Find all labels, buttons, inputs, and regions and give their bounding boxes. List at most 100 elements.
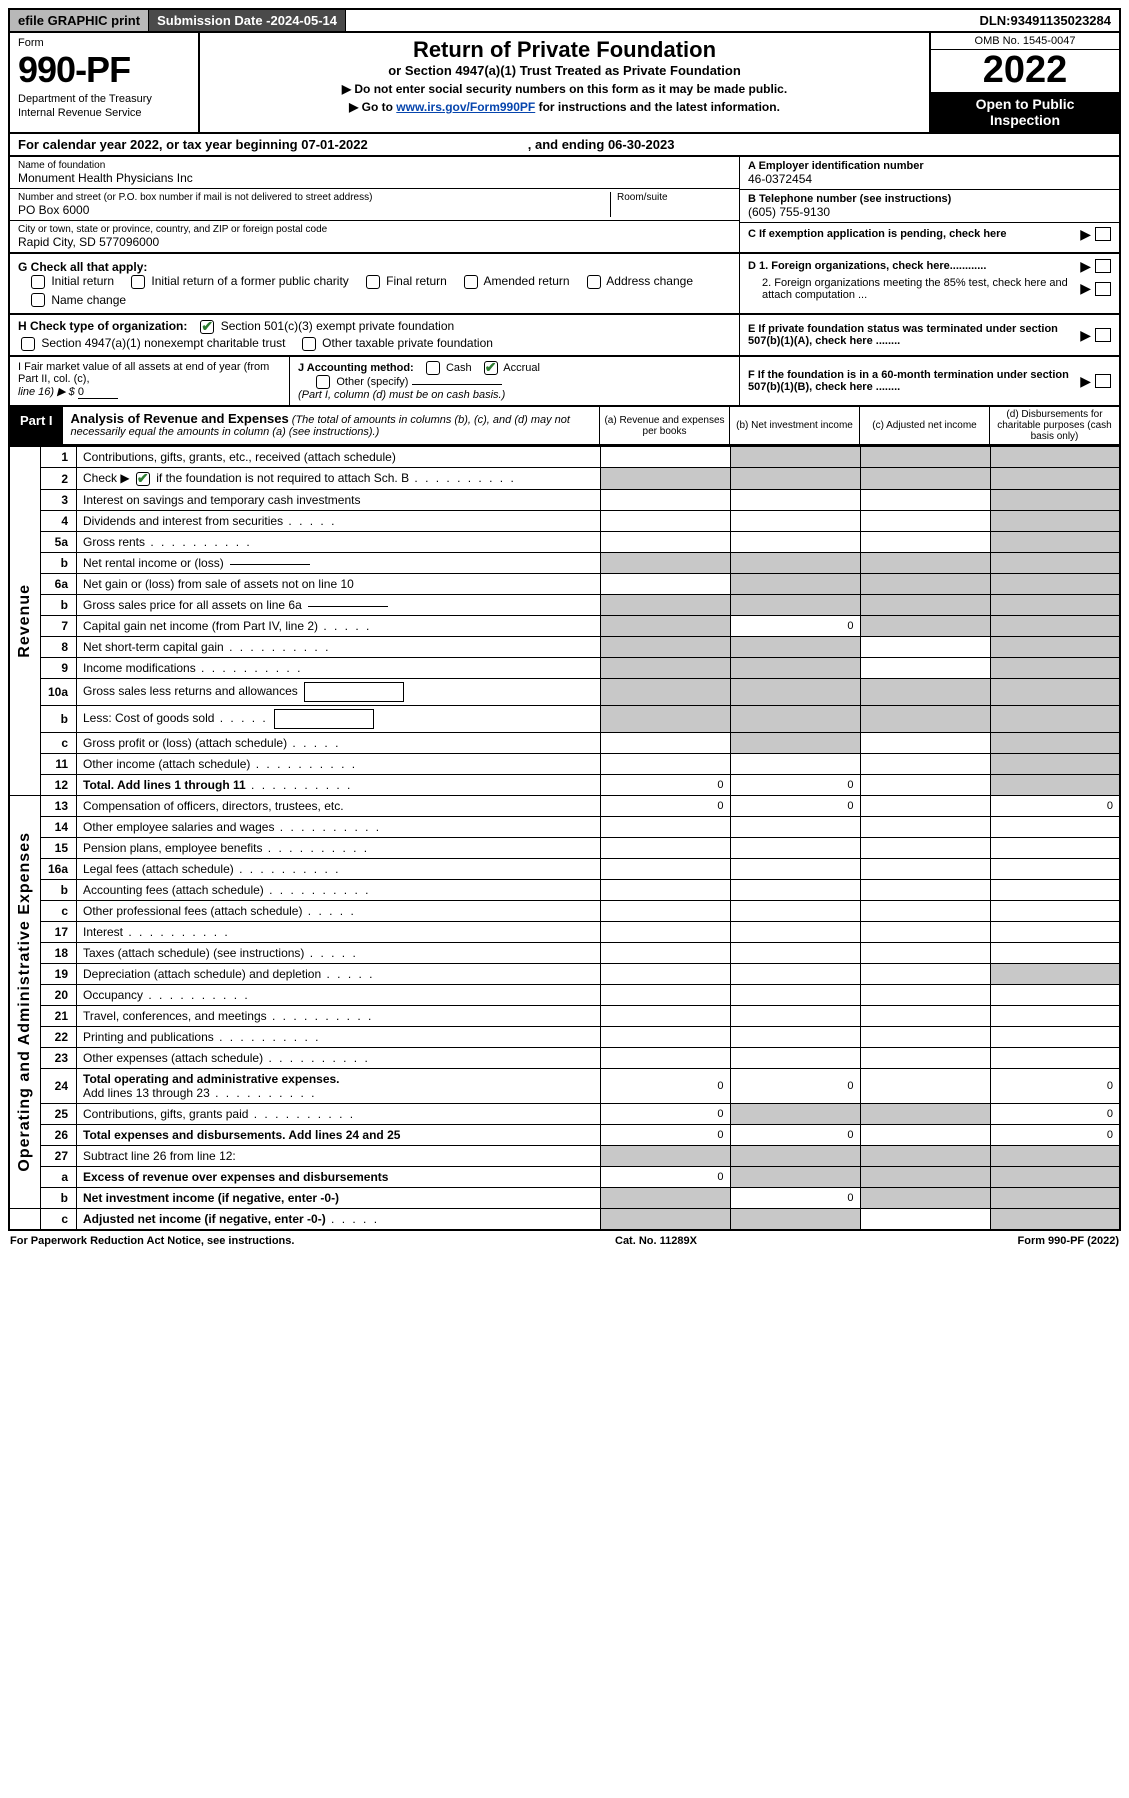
line-18: Taxes (attach schedule) (see instruction… <box>83 946 304 960</box>
d2-checkbox[interactable] <box>1095 282 1111 296</box>
submission-date: Submission Date - 2024-05-14 <box>149 10 346 31</box>
line-1: Contributions, gifts, grants, etc., rece… <box>77 447 601 468</box>
ein-label: A Employer identification number <box>748 160 1111 172</box>
line-5b: Net rental income or (loss) <box>83 556 224 570</box>
f-checkbox[interactable] <box>1095 374 1111 388</box>
form-subtitle: or Section 4947(a)(1) Trust Treated as P… <box>212 63 917 78</box>
revenue-side-label: Revenue <box>16 584 34 658</box>
d1-checkbox[interactable] <box>1095 259 1111 273</box>
h-4947-checkbox[interactable] <box>21 337 35 351</box>
address-label: Number and street (or P.O. box number if… <box>18 192 604 203</box>
part-1-tag: Part I <box>10 407 63 444</box>
line-14: Other employee salaries and wages <box>83 820 274 834</box>
city-label: City or town, state or province, country… <box>18 224 731 235</box>
line-7: Capital gain net income (from Part IV, l… <box>83 619 318 633</box>
amended-return-checkbox[interactable] <box>464 275 478 289</box>
address-change-label: Address change <box>606 274 693 288</box>
address-change-checkbox[interactable] <box>587 275 601 289</box>
col-a-header: (a) Revenue and expenses per books <box>599 407 729 444</box>
irs-label: Internal Revenue Service <box>18 107 190 119</box>
h-label: H Check type of organization: <box>18 319 187 333</box>
form-header: Form 990-PF Department of the Treasury I… <box>8 33 1121 134</box>
j-label: J Accounting method: <box>298 362 414 374</box>
line-16a: Legal fees (attach schedule) <box>83 862 234 876</box>
arrow-icon: ▶ <box>1080 258 1091 275</box>
d2-label: 2. Foreign organizations meeting the 85%… <box>748 277 1080 301</box>
line-27c: Adjusted net income (if negative, enter … <box>83 1212 326 1226</box>
i-fmv-value: 0 <box>78 386 118 399</box>
h-4947-label: Section 4947(a)(1) nonexempt charitable … <box>41 336 285 350</box>
col-c-header: (c) Adjusted net income <box>859 407 989 444</box>
part-1-title: Analysis of Revenue and Expenses <box>71 411 289 426</box>
e-checkbox[interactable] <box>1095 328 1111 342</box>
line-5a: Gross rents <box>83 535 145 549</box>
exemption-pending-checkbox[interactable] <box>1095 227 1111 241</box>
line-11: Other income (attach schedule) <box>83 757 250 771</box>
j-cash-checkbox[interactable] <box>426 361 440 375</box>
form-number: 990-PF <box>18 49 190 91</box>
line-27b: Net investment income (if negative, ente… <box>83 1191 339 1205</box>
h-other-label: Other taxable private foundation <box>322 336 493 350</box>
line-12: Total. Add lines 1 through 11 <box>83 778 246 792</box>
h-other-checkbox[interactable] <box>302 337 316 351</box>
line-27a: Excess of revenue over expenses and disb… <box>83 1170 388 1184</box>
j-accrual-checkbox[interactable] <box>484 361 498 375</box>
j-other-checkbox[interactable] <box>316 375 330 389</box>
j-note: (Part I, column (d) must be on cash basi… <box>298 389 505 401</box>
d1-label: D 1. Foreign organizations, check here..… <box>748 260 1080 272</box>
initial-return-checkbox[interactable] <box>31 275 45 289</box>
line-26: Total expenses and disbursements. Add li… <box>83 1128 400 1142</box>
goto-line: ▶ Go to www.irs.gov/Form990PF for instru… <box>212 100 917 114</box>
col-b-header: (b) Net investment income <box>729 407 859 444</box>
sch-b-checkbox[interactable] <box>136 472 150 486</box>
line-10a: Gross sales less returns and allowances <box>83 684 298 698</box>
j-accrual-label: Accrual <box>503 362 540 374</box>
i-fmv-label: I Fair market value of all assets at end… <box>18 361 269 385</box>
line-8: Net short-term capital gain <box>83 640 224 654</box>
form-title: Return of Private Foundation <box>212 37 917 63</box>
omb-number: OMB No. 1545-0047 <box>931 33 1119 50</box>
col-d-header: (d) Disbursements for charitable purpose… <box>989 407 1119 444</box>
phone: (605) 755-9130 <box>748 205 1111 219</box>
name-change-checkbox[interactable] <box>31 293 45 307</box>
line-24: Total operating and administrative expen… <box>83 1072 340 1086</box>
arrow-icon: ▶ <box>1080 373 1091 390</box>
final-return-label: Final return <box>386 274 447 288</box>
h-501c3-checkbox[interactable] <box>200 320 214 334</box>
f-label: F If the foundation is in a 60-month ter… <box>748 369 1080 393</box>
address: PO Box 6000 <box>18 203 604 217</box>
paperwork-notice: For Paperwork Reduction Act Notice, see … <box>10 1235 294 1247</box>
line-9: Income modifications <box>83 661 196 675</box>
phone-label: B Telephone number (see instructions) <box>748 193 1111 205</box>
e-label: E If private foundation status was termi… <box>748 323 1080 347</box>
initial-return-former-checkbox[interactable] <box>131 275 145 289</box>
dept-treasury: Department of the Treasury <box>18 93 190 105</box>
line-6a: Net gain or (loss) from sale of assets n… <box>77 573 601 594</box>
efile-print-button[interactable]: efile GRAPHIC print <box>10 10 149 31</box>
top-bar: efile GRAPHIC print Submission Date - 20… <box>8 8 1121 33</box>
arrow-icon: ▶ <box>1080 280 1091 297</box>
irs-link[interactable]: www.irs.gov/Form990PF <box>396 100 535 114</box>
line-16c: Other professional fees (attach schedule… <box>83 904 302 918</box>
name-change-label: Name change <box>51 293 126 307</box>
line-27: Subtract line 26 from line 12: <box>77 1145 601 1166</box>
initial-return-label: Initial return <box>51 274 114 288</box>
line-4: Dividends and interest from securities <box>83 514 283 528</box>
line-25: Contributions, gifts, grants paid <box>83 1107 248 1121</box>
open-public-inspection: Open to PublicInspection <box>931 92 1119 132</box>
calendar-year-line: For calendar year 2022, or tax year begi… <box>8 134 1121 157</box>
city-state-zip: Rapid City, SD 577096000 <box>18 235 731 249</box>
final-return-checkbox[interactable] <box>366 275 380 289</box>
foundation-name-label: Name of foundation <box>18 160 731 171</box>
expenses-side-label: Operating and Administrative Expenses <box>16 832 34 1172</box>
amended-return-label: Amended return <box>484 274 570 288</box>
line-23: Other expenses (attach schedule) <box>83 1051 263 1065</box>
line-10b: Less: Cost of goods sold <box>83 711 214 725</box>
ein: 46-0372454 <box>748 172 1111 186</box>
line-19: Depreciation (attach schedule) and deple… <box>83 967 321 981</box>
g-check-label: G Check all that apply: <box>18 260 147 274</box>
line-15: Pension plans, employee benefits <box>83 841 262 855</box>
foundation-name: Monument Health Physicians Inc <box>18 171 731 185</box>
line-16b: Accounting fees (attach schedule) <box>83 883 264 897</box>
line-13: Compensation of officers, directors, tru… <box>77 795 601 816</box>
